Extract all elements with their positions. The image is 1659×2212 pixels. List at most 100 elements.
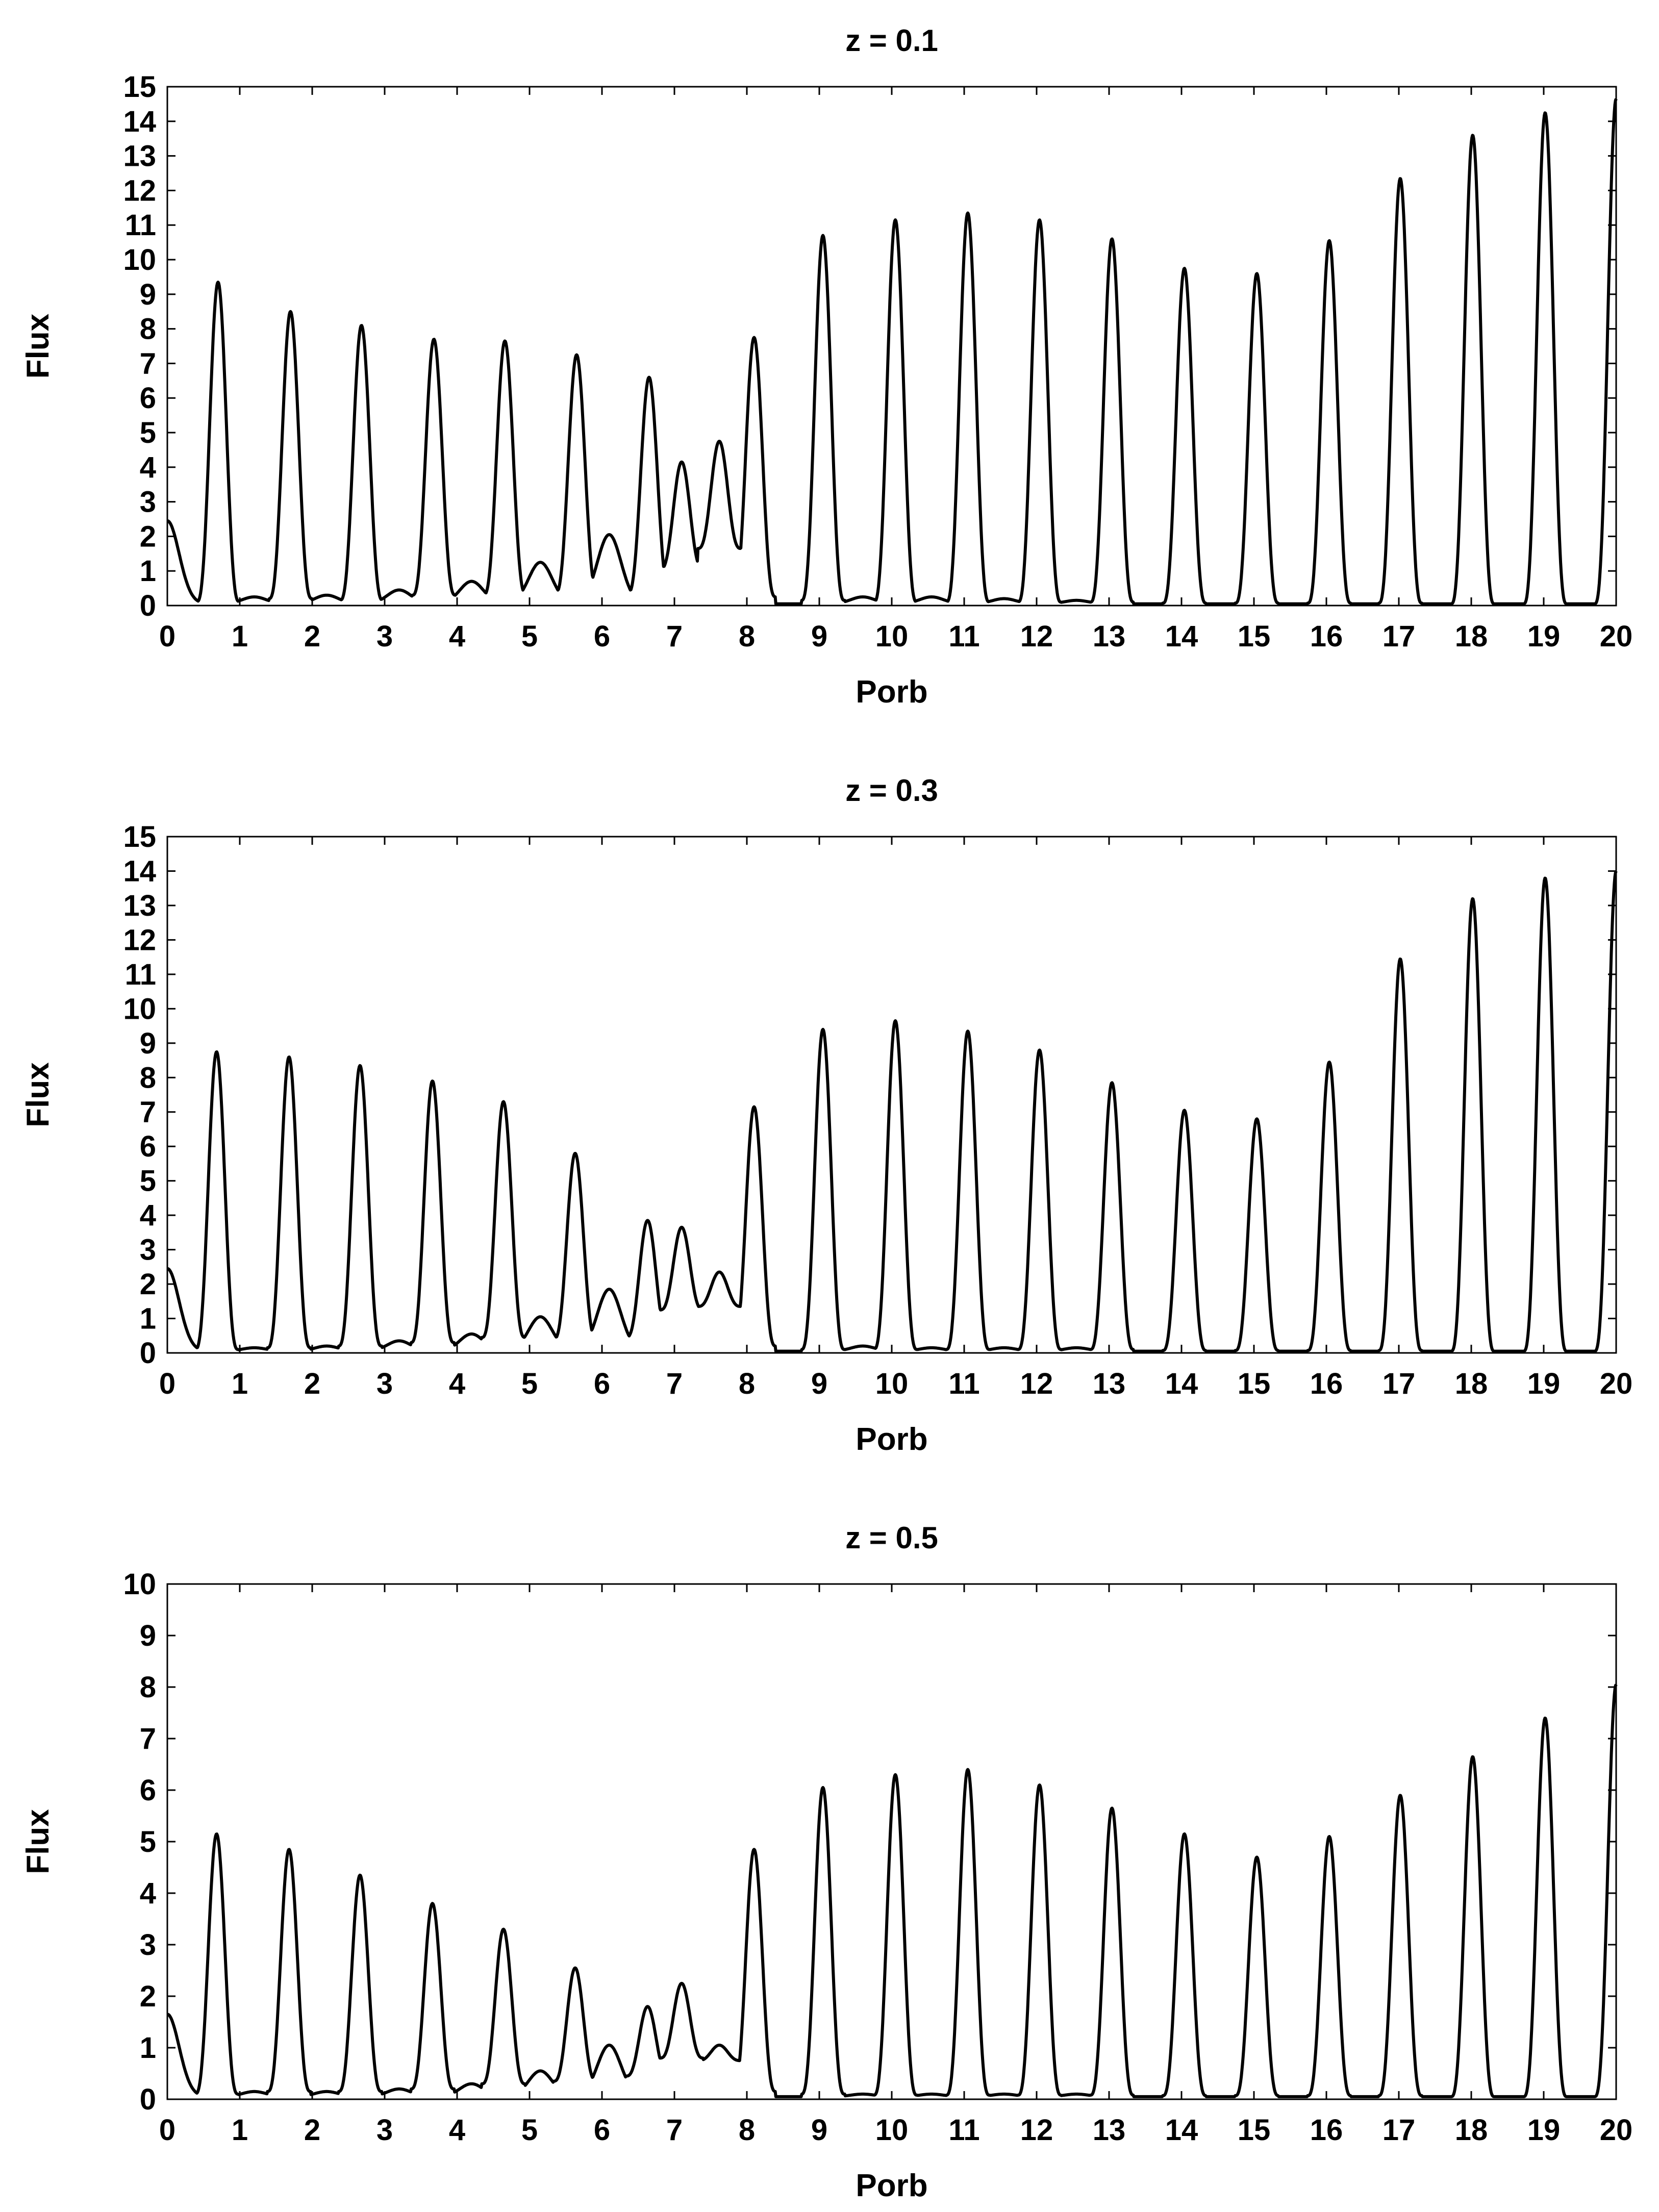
x-tick-label: 6	[594, 1367, 610, 1400]
x-tick-label: 2	[304, 620, 320, 653]
y-tick-label: 10	[123, 243, 156, 276]
x-tick-label: 11	[948, 1367, 979, 1400]
y-tick-label: 6	[140, 1774, 156, 1807]
y-tick-label: 3	[140, 1234, 156, 1267]
y-tick-label: 0	[140, 589, 156, 622]
x-tick-label: 10	[875, 1367, 909, 1400]
x-tick-label: 13	[1093, 2114, 1126, 2147]
x-tick-label: 19	[1527, 620, 1561, 653]
y-tick-label: 9	[140, 1027, 156, 1060]
y-axis-label: Flux	[20, 1062, 56, 1127]
x-tick-label: 9	[811, 1367, 827, 1400]
x-tick-label: 0	[159, 2114, 175, 2147]
x-tick-label: 7	[666, 620, 683, 653]
x-tick-label: 2	[304, 2114, 320, 2147]
x-tick-label: 18	[1455, 1367, 1488, 1400]
y-tick-label: 14	[123, 854, 156, 888]
x-tick-label: 11	[948, 620, 979, 653]
y-tick-label: 7	[140, 347, 156, 380]
x-tick-label: 18	[1455, 620, 1488, 653]
y-tick-label: 3	[140, 486, 156, 519]
x-tick-label: 19	[1527, 1367, 1561, 1400]
y-tick-label: 8	[140, 313, 156, 346]
plot-frame	[166, 86, 1617, 607]
x-tick-label: 4	[449, 1367, 465, 1400]
y-tick-label: 2	[140, 1268, 156, 1301]
x-tick-label: 3	[376, 1367, 393, 1400]
y-tick-label: 13	[123, 889, 156, 922]
x-tick-label: 15	[1238, 2114, 1271, 2147]
y-tick-label: 7	[140, 1096, 156, 1129]
flux-series-line	[166, 1683, 1618, 2098]
x-tick-label: 14	[1165, 620, 1198, 653]
y-tick-label: 10	[123, 992, 156, 1025]
y-tick-label: 9	[140, 278, 156, 311]
x-tick-label: 16	[1310, 620, 1343, 653]
x-tick-label: 18	[1455, 2114, 1488, 2147]
plot-frame	[166, 1583, 1617, 2100]
y-tick-label: 14	[123, 105, 156, 138]
x-tick-label: 20	[1600, 1367, 1633, 1400]
x-tick-label: 14	[1165, 2114, 1198, 2147]
x-tick-label: 2	[304, 1367, 320, 1400]
y-tick-label: 13	[123, 140, 156, 173]
x-tick-label: 10	[875, 620, 909, 653]
x-tick-label: 17	[1382, 620, 1416, 653]
x-tick-label: 12	[1020, 2114, 1053, 2147]
x-tick-label: 6	[594, 620, 610, 653]
x-tick-label: 12	[1020, 620, 1053, 653]
chart-title: z = 0.3	[845, 773, 938, 808]
x-tick-label: 9	[811, 2114, 827, 2147]
x-tick-label: 7	[666, 1367, 683, 1400]
y-axis-label: Flux	[20, 1809, 56, 1874]
y-tick-label: 12	[123, 923, 156, 957]
x-tick-label: 15	[1238, 1367, 1271, 1400]
y-tick-label: 1	[140, 1302, 156, 1336]
flux-series-line	[166, 98, 1618, 606]
y-axis-label: Flux	[20, 313, 56, 379]
y-tick-label: 4	[140, 1199, 156, 1232]
panel-z-0-3: z = 0.30 1 2 3 4 5 6 7 8 9 10 11 12 13 14 15 16 17 18 19 200…	[20, 773, 1632, 1457]
x-tick-label: 17	[1382, 1367, 1416, 1400]
x-tick-label: 11	[948, 2114, 979, 2147]
x-tick-label: 19	[1527, 2114, 1561, 2147]
x-tick-label: 17	[1382, 2114, 1416, 2147]
panel-z-0-1: z = 0.10 1 2 3 4 5 6 7 8 9 10 11 12 13 14 15 16 17 18 19 200…	[20, 23, 1632, 710]
x-tick-label: 7	[666, 2114, 683, 2147]
x-tick-label: 5	[521, 620, 538, 653]
x-tick-label: 12	[1020, 1367, 1053, 1400]
x-tick-label: 16	[1310, 1367, 1343, 1400]
y-tick-label: 9	[140, 1619, 156, 1652]
flux-series-line	[166, 870, 1618, 1353]
chart-title: z = 0.1	[845, 23, 938, 58]
panel-z-0-5: z = 0.50 1 2 3 4 5 6 7 8 9 10 11 12 13 14 15 16 17 18 19 200…	[20, 1521, 1632, 2203]
x-axis-label: Porb	[856, 2168, 927, 2203]
y-tick-label: 5	[140, 1825, 156, 1858]
x-tick-label: 14	[1165, 1367, 1198, 1400]
x-axis-label: Porb	[856, 674, 927, 710]
x-tick-label: 3	[376, 620, 393, 653]
y-tick-label: 7	[140, 1722, 156, 1755]
y-tick-label: 6	[140, 1130, 156, 1163]
y-tick-label: 4	[140, 451, 156, 484]
y-tick-label: 1	[140, 2031, 156, 2065]
y-tick-label: 8	[140, 1671, 156, 1704]
x-tick-label: 15	[1238, 620, 1271, 653]
y-tick-label: 5	[140, 416, 156, 449]
x-tick-label: 5	[521, 2114, 538, 2147]
x-tick-label: 1	[232, 1367, 248, 1400]
y-tick-label: 8	[140, 1061, 156, 1094]
x-tick-label: 1	[232, 620, 248, 653]
y-tick-label: 10	[123, 1568, 156, 1601]
x-tick-label: 10	[875, 2114, 909, 2147]
y-tick-label: 1	[140, 555, 156, 588]
x-tick-label: 13	[1093, 620, 1126, 653]
y-tick-label: 0	[140, 2083, 156, 2116]
x-tick-label: 9	[811, 620, 827, 653]
y-tick-label: 0	[140, 1337, 156, 1370]
x-tick-label: 8	[739, 1367, 755, 1400]
y-tick-label: 11	[125, 958, 156, 991]
x-tick-label: 16	[1310, 2114, 1343, 2147]
x-tick-label: 5	[521, 1367, 538, 1400]
